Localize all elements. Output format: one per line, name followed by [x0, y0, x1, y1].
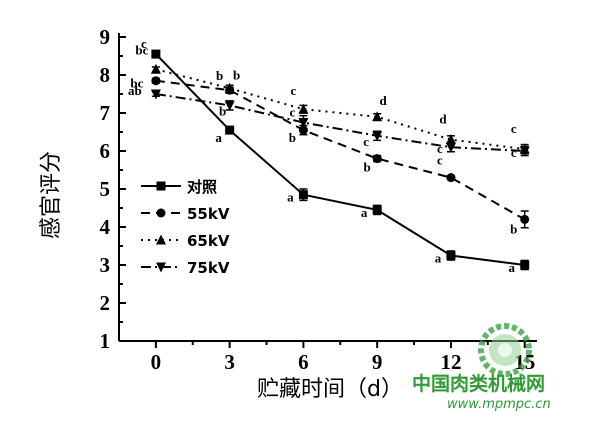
- significance-label: b: [510, 221, 517, 236]
- legend-entry: 对照: [141, 178, 217, 196]
- significance-label: b: [233, 67, 240, 82]
- y-tick-label: 9: [100, 25, 111, 49]
- significance-label: a: [215, 130, 222, 145]
- series-line: [155, 68, 525, 151]
- data-point: [151, 76, 161, 86]
- significance-label: c: [141, 36, 147, 51]
- significance-label: bc: [130, 76, 143, 91]
- legend-marker: [156, 262, 166, 273]
- data-point: [225, 125, 235, 135]
- y-axis-title: 感官评分: [39, 151, 64, 239]
- significance-label: b: [216, 68, 223, 83]
- series-0: [151, 49, 530, 271]
- significance-label: c: [291, 83, 297, 98]
- series-line: [155, 79, 526, 221]
- x-tick-label: 3: [224, 350, 235, 374]
- data-point: [446, 173, 456, 183]
- watermark: 中国肉类机械网 www.mpmpc.cn: [412, 323, 551, 412]
- data-point: [445, 142, 456, 153]
- data-point: [446, 251, 456, 260]
- data-point: [298, 190, 308, 200]
- series-line: [155, 53, 525, 266]
- significance-label: a: [287, 190, 294, 205]
- watermark-url: www.mpmpc.cn: [447, 397, 551, 412]
- data-point: [372, 154, 382, 164]
- series-3: [150, 89, 530, 157]
- legend-marker: [156, 181, 166, 191]
- data-point: [224, 82, 235, 93]
- data-point: [372, 131, 383, 142]
- series-line: [155, 93, 525, 152]
- significance-label: c: [290, 105, 296, 120]
- significance-label: a: [435, 251, 442, 266]
- significance-label: c: [437, 141, 443, 156]
- legend-label: 55kV: [187, 205, 230, 223]
- data-point: [298, 103, 309, 114]
- significance-label: c: [511, 121, 517, 136]
- legend-marker: [156, 234, 166, 245]
- legend-label: 对照: [187, 178, 217, 196]
- significance-label: b: [289, 130, 296, 145]
- significance-label: bc: [135, 42, 148, 57]
- data-point: [520, 214, 530, 224]
- significance-label: d: [380, 93, 388, 108]
- legend-entry: 75kV: [141, 259, 230, 277]
- significance-label: b: [364, 160, 371, 175]
- x-tick-label: 0: [151, 350, 162, 374]
- y-tick-label: 8: [100, 63, 111, 87]
- x-tick-label: 12: [440, 350, 461, 374]
- legend-entry: 65kV: [141, 232, 230, 250]
- significance-label: c: [511, 145, 517, 160]
- x-tick-label: 9: [372, 350, 383, 374]
- legend: 对照 55kV 65kV 75kV: [141, 178, 230, 277]
- data-point: [372, 111, 383, 122]
- y-tick-label: 6: [100, 139, 111, 163]
- legend-marker: [156, 208, 166, 218]
- legend-label: 65kV: [187, 232, 230, 250]
- data-point: [298, 118, 309, 128]
- x-axis-title: 贮藏时间（d）: [257, 377, 403, 402]
- data-point: [150, 63, 161, 74]
- significance-label: ab: [128, 83, 142, 98]
- watermark-site-name: 中国肉类机械网: [412, 372, 545, 395]
- data-point: [519, 146, 530, 157]
- data-point: [151, 49, 161, 59]
- legend-entry: 55kV: [141, 205, 230, 223]
- data-point: [150, 89, 161, 100]
- y-tick-label: 4: [100, 215, 111, 239]
- data-point: [224, 100, 235, 111]
- significance-label: d: [439, 112, 447, 127]
- significance-label: b: [219, 103, 226, 118]
- significance-label: c: [437, 153, 443, 168]
- data-point: [372, 205, 382, 215]
- data-point: [445, 134, 456, 145]
- x-tick-label: 6: [298, 350, 309, 374]
- legend-label: 75kV: [187, 259, 230, 277]
- series-layer: [150, 49, 530, 271]
- data-point: [298, 125, 308, 135]
- data-point: [520, 260, 530, 270]
- watermark-gear-icon: [478, 323, 532, 377]
- significance-label: c: [363, 134, 369, 149]
- significance-label: a: [508, 260, 515, 275]
- y-tick-label: 1: [100, 329, 111, 353]
- y-tick-label: 7: [100, 101, 111, 125]
- y-tick-label: 3: [100, 253, 111, 277]
- significance-label: a: [361, 205, 368, 220]
- y-tick-label: 2: [100, 291, 111, 315]
- y-tick-label: 5: [100, 177, 111, 201]
